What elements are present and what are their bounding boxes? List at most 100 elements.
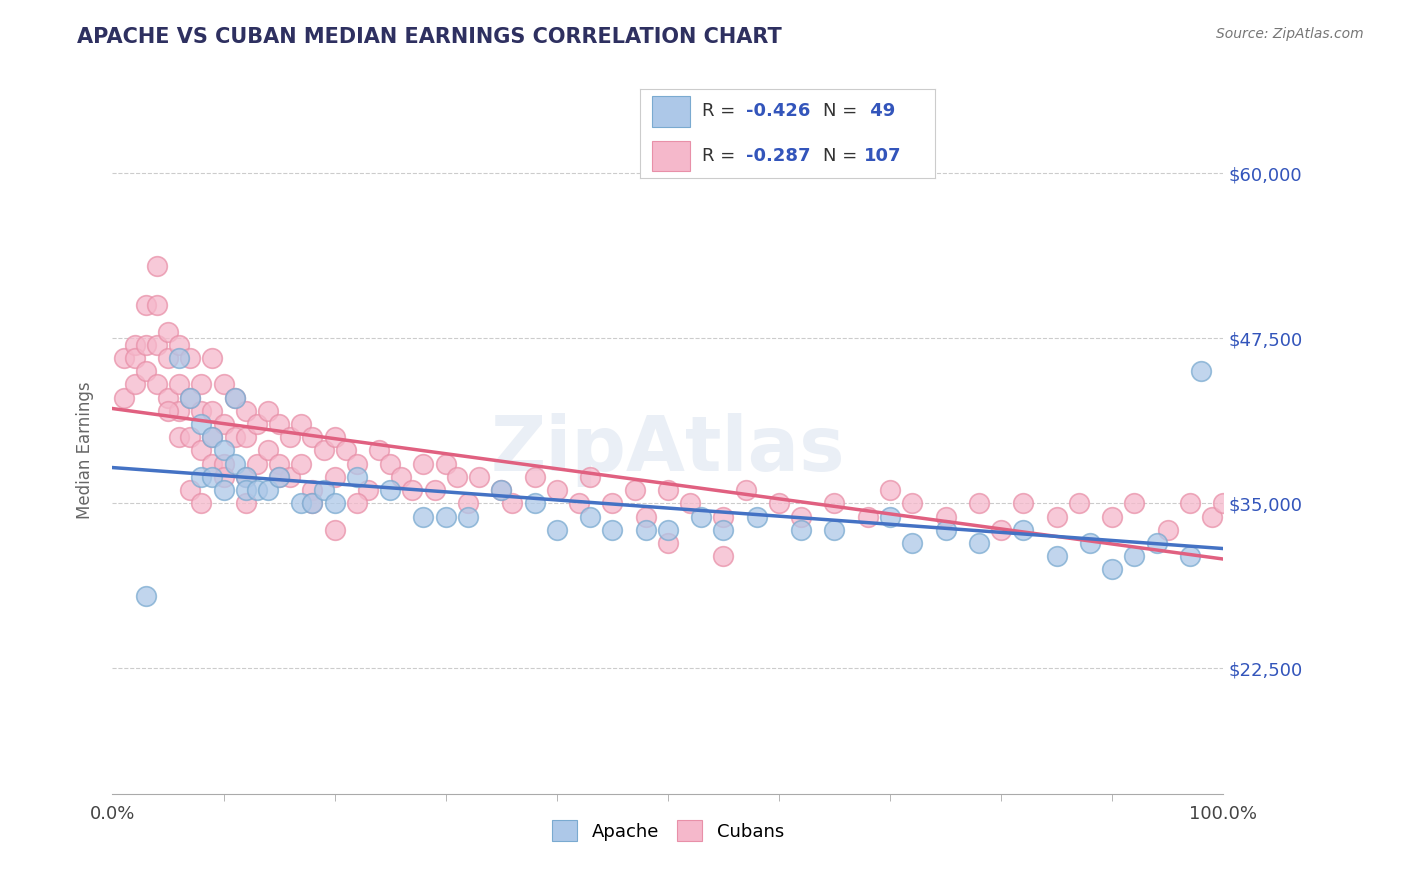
Apache	[257, 483, 280, 497]
Apache	[212, 483, 235, 497]
Cubans	[1045, 509, 1069, 524]
Cubans	[568, 496, 591, 510]
Cubans	[167, 338, 190, 352]
Cubans	[1178, 496, 1201, 510]
Cubans	[380, 457, 402, 471]
Cubans	[212, 377, 235, 392]
Cubans	[990, 523, 1012, 537]
Apache	[879, 509, 901, 524]
Text: -0.426: -0.426	[747, 103, 810, 120]
Apache	[790, 523, 813, 537]
Cubans	[179, 391, 201, 405]
Y-axis label: Median Earnings: Median Earnings	[76, 382, 94, 519]
Cubans	[856, 509, 879, 524]
Apache	[224, 457, 246, 471]
Apache	[346, 470, 368, 484]
Cubans	[301, 430, 323, 444]
Cubans	[157, 391, 180, 405]
Apache	[224, 391, 246, 405]
Apache	[235, 470, 257, 484]
Cubans	[634, 509, 657, 524]
FancyBboxPatch shape	[651, 96, 690, 127]
Cubans	[146, 259, 169, 273]
Cubans	[235, 470, 257, 484]
Cubans	[713, 549, 735, 563]
Cubans	[290, 417, 312, 431]
Cubans	[112, 351, 135, 365]
Cubans	[323, 523, 346, 537]
Cubans	[201, 351, 224, 365]
Cubans	[212, 417, 235, 431]
Text: R =: R =	[702, 103, 741, 120]
Cubans	[1067, 496, 1090, 510]
Apache	[523, 496, 546, 510]
FancyBboxPatch shape	[651, 141, 690, 171]
Cubans	[201, 430, 224, 444]
Cubans	[224, 391, 246, 405]
Cubans	[124, 338, 146, 352]
Text: 107: 107	[865, 147, 901, 165]
Apache	[579, 509, 602, 524]
Apache	[1012, 523, 1035, 537]
Cubans	[135, 364, 157, 378]
Apache	[713, 523, 735, 537]
Cubans	[135, 338, 157, 352]
Cubans	[368, 443, 391, 458]
Cubans	[112, 391, 135, 405]
Cubans	[489, 483, 512, 497]
Apache	[1178, 549, 1201, 563]
Cubans	[423, 483, 446, 497]
Apache	[1123, 549, 1146, 563]
Apache	[434, 509, 457, 524]
Apache	[323, 496, 346, 510]
Cubans	[135, 298, 157, 312]
Apache	[179, 391, 201, 405]
Apache	[190, 417, 212, 431]
Apache	[235, 483, 257, 497]
Cubans	[224, 430, 246, 444]
Cubans	[301, 496, 323, 510]
Cubans	[157, 351, 180, 365]
Apache	[546, 523, 568, 537]
Cubans	[446, 470, 468, 484]
Cubans	[167, 430, 190, 444]
Cubans	[157, 404, 180, 418]
Apache	[634, 523, 657, 537]
Apache	[1078, 536, 1101, 550]
Cubans	[201, 404, 224, 418]
Cubans	[1212, 496, 1234, 510]
Cubans	[768, 496, 790, 510]
Cubans	[602, 496, 624, 510]
Cubans	[235, 404, 257, 418]
Cubans	[468, 470, 491, 484]
Apache	[935, 523, 957, 537]
Cubans	[323, 470, 346, 484]
Text: N =: N =	[823, 103, 863, 120]
Cubans	[501, 496, 523, 510]
Cubans	[257, 443, 280, 458]
Cubans	[579, 470, 602, 484]
Apache	[901, 536, 924, 550]
Cubans	[412, 457, 434, 471]
Cubans	[246, 457, 269, 471]
Cubans	[235, 496, 257, 510]
Cubans	[267, 457, 291, 471]
Apache	[457, 509, 479, 524]
Apache	[602, 523, 624, 537]
Cubans	[201, 457, 224, 471]
Cubans	[734, 483, 756, 497]
Apache	[824, 523, 846, 537]
Cubans	[267, 470, 291, 484]
Cubans	[1012, 496, 1035, 510]
Text: R =: R =	[702, 147, 741, 165]
Text: -0.287: -0.287	[747, 147, 810, 165]
Apache	[290, 496, 312, 510]
Apache	[1146, 536, 1168, 550]
Legend: Apache, Cubans: Apache, Cubans	[543, 811, 793, 850]
Cubans	[824, 496, 846, 510]
Cubans	[657, 483, 679, 497]
Cubans	[190, 496, 212, 510]
Apache	[301, 496, 323, 510]
Cubans	[179, 351, 201, 365]
Apache	[967, 536, 990, 550]
